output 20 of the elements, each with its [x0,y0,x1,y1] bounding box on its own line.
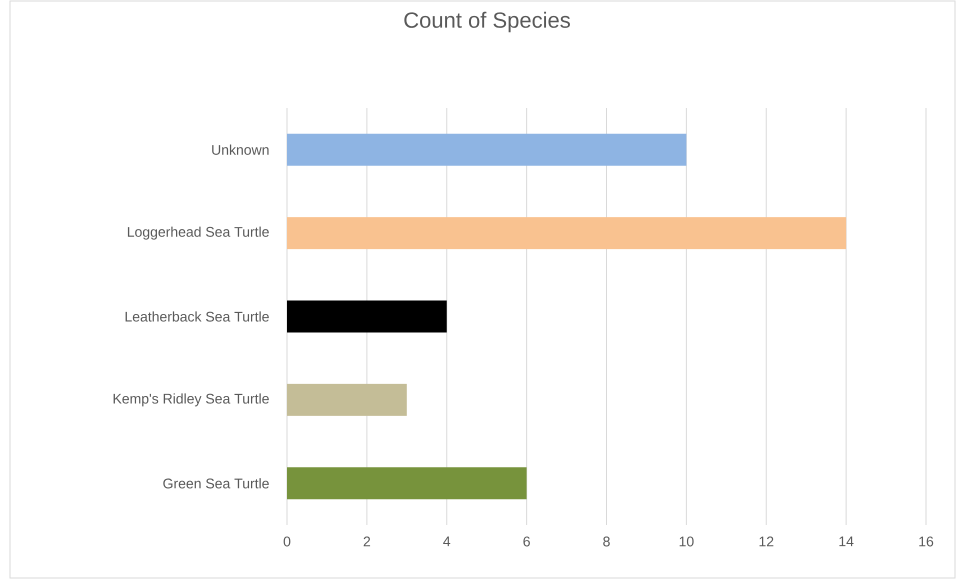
bar [287,467,527,500]
bar [287,384,407,416]
x-tick-label: 16 [919,536,934,546]
x-tick-label: 14 [839,536,854,546]
bar [287,134,686,166]
x-tick-label: 6 [523,536,530,546]
x-tick-label: 4 [443,536,450,546]
chart-title: Count of Species [404,12,570,32]
x-tick-label: 0 [284,536,290,546]
x-tick-label: 10 [680,536,694,546]
y-tick-label: Green Sea Turtle [163,478,269,488]
x-tick-label: 2 [364,536,370,546]
x-tick-label: 12 [760,536,774,546]
y-tick-label: Loggerhead Sea Turtle [128,226,269,240]
y-tick-label: Leatherback Sea Turtle [126,311,269,322]
x-tick-label: 8 [603,536,610,546]
y-tick-label: Unknown [212,144,269,155]
y-tick-label: Kemp's Ridley Sea Turtle [114,393,269,406]
bar [287,300,447,332]
bar [287,217,846,250]
